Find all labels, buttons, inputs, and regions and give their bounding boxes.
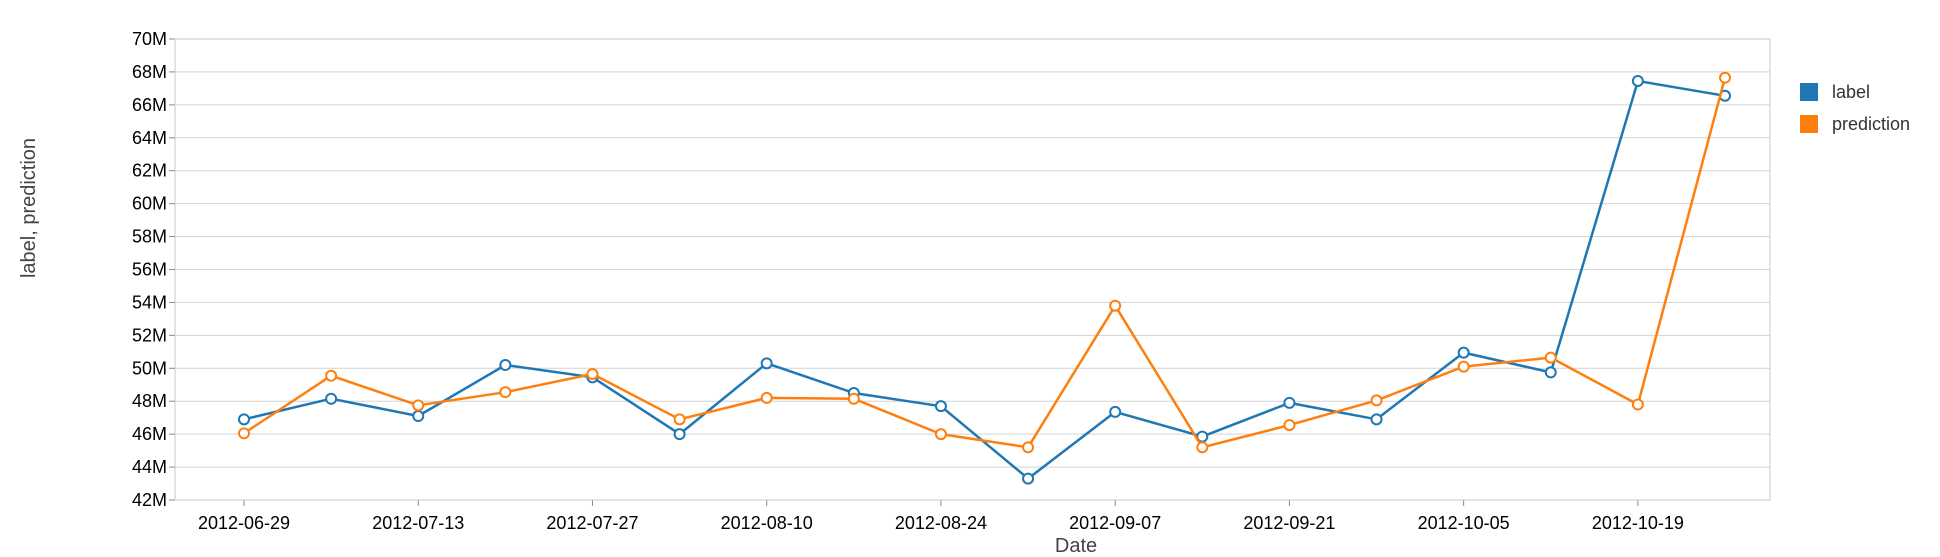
data-point-prediction <box>1109 299 1122 312</box>
y-tick-label: 66M <box>132 95 167 115</box>
data-point-prediction <box>412 399 425 412</box>
x-tick-label: 2012-07-27 <box>546 513 638 533</box>
data-point-prediction <box>586 368 599 381</box>
legend-swatch-label <box>1800 83 1818 101</box>
y-tick-label: 54M <box>132 292 167 312</box>
y-tick-label: 58M <box>132 227 167 247</box>
data-point-prediction <box>934 428 947 441</box>
y-tick-label: 70M <box>132 29 167 49</box>
series-line-label <box>243 79 1726 480</box>
y-axis-title: label, prediction <box>18 138 40 278</box>
data-point-prediction <box>1719 71 1731 84</box>
y-axis-ticks: 42M 44M 46M 48M 50M 52M 54M 56M 58M 60M 62M 64M 66M 6… <box>132 29 175 510</box>
x-tick-label: 2012-08-10 <box>721 513 813 533</box>
x-axis-ticks: 2012-06-29 2012-07-13 2012-07-27 2012-08-10… <box>198 500 1684 533</box>
data-point-prediction <box>1283 419 1296 432</box>
data-point-prediction <box>325 369 338 382</box>
y-tick-label: 48M <box>132 391 167 411</box>
y-tick-label: 46M <box>132 424 167 444</box>
y-tick-label: 68M <box>132 62 167 82</box>
x-tick-label: 2012-06-29 <box>198 513 290 533</box>
data-point-prediction <box>499 386 512 399</box>
data-point-label <box>325 392 338 405</box>
data-point-label <box>412 410 425 423</box>
y-tick-label: 50M <box>132 358 167 378</box>
data-point-label <box>673 428 686 441</box>
data-point-prediction <box>1631 398 1644 411</box>
y-tick-label: 60M <box>132 194 167 214</box>
data-point-label <box>1022 472 1035 485</box>
data-point-prediction <box>1022 441 1035 454</box>
y-tick-label: 64M <box>132 128 167 148</box>
plot-frame <box>174 38 1771 501</box>
x-tick-label: 2012-09-21 <box>1243 513 1335 533</box>
y-tick-label: 42M <box>132 490 167 510</box>
x-tick-label: 2012-10-05 <box>1418 513 1510 533</box>
series-group <box>238 71 1731 485</box>
data-point-label <box>238 413 250 426</box>
data-point-label <box>934 400 947 413</box>
data-point-prediction <box>1196 441 1209 454</box>
gridlines <box>175 38 1770 501</box>
data-point-prediction <box>847 392 860 405</box>
data-point-label <box>1109 405 1122 418</box>
data-point-prediction <box>673 413 686 426</box>
data-point-label <box>1631 74 1644 87</box>
data-point-prediction <box>1370 394 1383 407</box>
data-point-label <box>1457 346 1470 359</box>
data-point-label <box>499 358 512 371</box>
x-tick-label: 2012-08-24 <box>895 513 987 533</box>
data-point-prediction <box>760 391 773 404</box>
legend: label prediction <box>1800 82 1910 134</box>
y-tick-label: 56M <box>132 260 167 280</box>
legend-label-label: label <box>1832 82 1870 102</box>
data-point-label <box>760 357 773 370</box>
data-point-prediction <box>238 427 250 440</box>
data-point-label <box>1544 366 1557 379</box>
data-point-prediction <box>1457 360 1470 373</box>
x-tick-label: 2012-10-19 <box>1592 513 1684 533</box>
data-point-label <box>1370 413 1383 426</box>
series-line-prediction <box>243 77 1727 449</box>
data-point-prediction <box>1544 351 1557 364</box>
legend-swatch-prediction <box>1800 115 1818 133</box>
y-tick-label: 52M <box>132 325 167 345</box>
y-tick-label: 44M <box>132 457 167 477</box>
y-tick-label: 62M <box>132 161 167 181</box>
data-point-label <box>1283 396 1296 409</box>
legend-label-prediction: prediction <box>1832 114 1910 134</box>
x-tick-label: 2012-09-07 <box>1069 513 1161 533</box>
x-axis-title: Date <box>1055 535 1097 557</box>
x-tick-label: 2012-07-13 <box>372 513 464 533</box>
